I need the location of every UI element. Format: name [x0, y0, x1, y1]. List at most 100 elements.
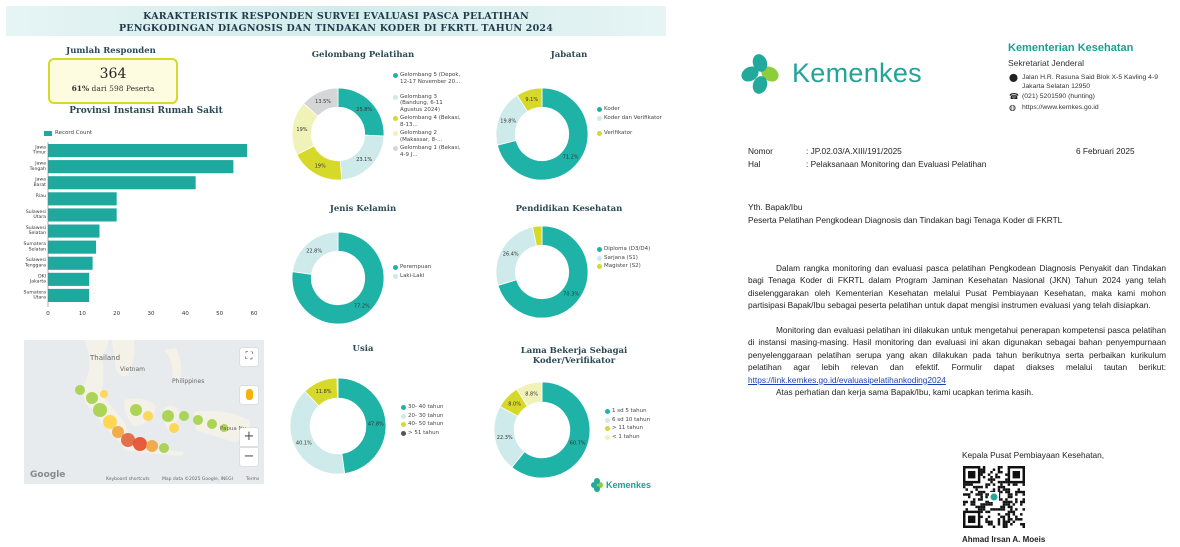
donut-slice-label: 47.8%: [368, 421, 384, 427]
legend-label: Gelombang 4 (Bekasi, 8-13...: [400, 115, 461, 128]
province-bar: [48, 176, 196, 190]
donut-slice-label: 9.1%: [525, 97, 538, 103]
map-label-papua: Papua Nu: [220, 426, 247, 432]
province-label: Sulawesi Utara: [26, 209, 46, 220]
legend-dot: [597, 255, 602, 261]
legend-dot: [597, 115, 602, 121]
province-bar: [48, 144, 248, 158]
evaluation-form-link[interactable]: https://link.kemkes.go.id/evaluasipelati…: [748, 374, 946, 385]
legend-dot: [393, 73, 398, 78]
letter-date: 6 Februari 2025: [1076, 146, 1135, 156]
legend-item: Koder: [597, 106, 666, 113]
gelombang-title: Gelombang Pelatihan: [311, 50, 415, 60]
map-canvas[interactable]: [24, 340, 264, 484]
legend-label: Koder dan Verifikator: [604, 114, 662, 121]
signer-title: Kepala Pusat Pembiayaan Kesehatan,: [962, 450, 1105, 460]
legend-label: Magister (S2): [604, 263, 641, 269]
respondents-of: dari 598 Peserta: [91, 84, 155, 93]
ministry-name: Kementerian Kesehatan: [1008, 42, 1134, 54]
fullscreen-icon[interactable]: ⛶: [240, 348, 258, 366]
zoom-in-button[interactable]: +: [240, 428, 258, 446]
legend-item: Perempuan: [393, 264, 462, 271]
donut-slice: [291, 231, 385, 325]
legend-item: Gelombang 4 (Bekasi, 8-13...: [393, 115, 462, 128]
donut-slice-label: 22.3%: [497, 435, 513, 441]
dashboard-title-line1: KARAKTERISTIK RESPONDEN SURVEI EVALUASI …: [143, 11, 529, 22]
legend-label: Koder: [604, 106, 620, 112]
respondents-card: 364 61% dari 598 Peserta: [48, 58, 178, 104]
legend-label: Sarjana (S1): [604, 254, 638, 261]
signer-name: Ahmad Irsan A. Moeis: [962, 535, 1046, 544]
zoom-out-button[interactable]: −: [240, 448, 258, 466]
donut-slice: [303, 87, 339, 117]
nomor-value: : JP.02.03/A.XIII/191/2025: [806, 146, 902, 156]
ministry-address: Jalan H.R. Rasuna Said Blok X-5 Kavling …: [1022, 73, 1158, 91]
map-footer-terms[interactable]: Terms: [246, 477, 260, 482]
province-bar-chart: Jawa Timur Jawa Tengah Jawa Barat Riau Sulawesi…: [24, 142, 258, 317]
legend-item: Gelombang 2 (Makassar, 8-...: [393, 130, 462, 143]
province-label: Jawa Barat: [34, 177, 47, 188]
province-legend: Record Count: [44, 130, 92, 136]
donut-slice-label: 19.8%: [500, 119, 516, 125]
legend-label: > 11 tahun: [612, 425, 644, 431]
jenis-kelamin-title: Jenis Kelamin: [329, 204, 397, 214]
legend-label: Gelombang 1 (Bekasi, 4-9 J...: [400, 145, 461, 158]
salutation: Yth. Bapak/Ibu: [748, 202, 803, 212]
respondents-subtext: 61% dari 598 Peserta: [50, 84, 176, 93]
map-footer-shortcuts[interactable]: Keyboard shortcuts: [106, 477, 150, 482]
nomor-label: Nomor: [748, 146, 773, 156]
jabatan-title: Jabatan: [550, 50, 588, 60]
legend-item: Gelombang 5 (Depok, 12-17 November 20...: [393, 72, 462, 85]
x-tick-label: 40: [182, 311, 189, 317]
donut-slice: [336, 377, 339, 399]
province-label: DKI Jakarta: [29, 273, 46, 284]
legend-label: < 1 tahun: [612, 433, 640, 440]
donut-slice: [289, 390, 346, 475]
legend-label: 1 sd 5 tahun: [612, 408, 647, 414]
legend-item: Diploma (D3/D4): [597, 246, 666, 253]
legend-item: > 11 tahun: [605, 425, 674, 432]
donut-slice-label: 77.2%: [354, 303, 370, 309]
donut-slice: [497, 225, 589, 319]
paragraph-1: Dalam rangka monitoring dan evaluasi pas…: [748, 263, 1166, 311]
map-widget[interactable]: Thailand Vietnam Philippines Papua Nu ⛶ …: [24, 340, 264, 484]
legend-dot: [605, 434, 610, 440]
donut-slice: [496, 87, 589, 181]
legend-label: Record Count: [55, 130, 93, 136]
province-bar: [48, 272, 90, 286]
respondents-count: 364: [99, 66, 127, 82]
hal-value: : Pelaksanaan Monitoring dan Evaluasi Pe…: [806, 159, 987, 169]
province-label: Riau: [36, 193, 46, 199]
paragraph-2: Monitoring dan evaluasi pelatihan ini di…: [748, 324, 1166, 386]
map-label-philippines: Philippines: [172, 378, 205, 385]
legend-item: < 1 tahun: [605, 433, 674, 441]
province-bar: [48, 192, 117, 206]
legend-label: 40- 50 tahun: [408, 421, 444, 427]
legend-dot: [597, 107, 602, 112]
ministry-phone: (021) 5201590 (hunting): [1022, 93, 1095, 100]
legend-label: Gelombang 2 (Makassar, 8-...: [400, 130, 443, 143]
province-label: Jawa Tengah: [29, 161, 47, 172]
x-tick-label: 10: [79, 311, 86, 317]
donut-slice-label: 19%: [296, 127, 307, 133]
ministry-web[interactable]: https://www.kemkes.go.id: [1022, 104, 1099, 111]
kemenkes-logo-icon: [591, 478, 603, 492]
donut-slice: [516, 87, 543, 113]
legend-item: 20- 30 tahun: [401, 412, 470, 420]
donut-slice-label: 8.8%: [525, 392, 538, 398]
legend-label: 6 sd 10 tahun: [612, 416, 651, 423]
pendidikan-title: Pendidikan Kesehatan: [515, 204, 623, 214]
legend-item: Sarjana (S1): [597, 254, 666, 262]
paragraph-2-text: Monitoring dan evaluasi pelatihan ini di…: [748, 325, 1166, 373]
legend-dot: [393, 131, 398, 136]
street-view-pegman-icon[interactable]: [240, 386, 258, 404]
donut-slice-label: 23.1%: [356, 157, 372, 163]
province-label: Sumatera Selatan: [24, 241, 47, 252]
phone-icon: ☎: [1009, 92, 1019, 101]
globe-icon: ◍: [1009, 103, 1016, 112]
legend-label: Gelombang 3 (Bandung, 6-11 Agustus 2024): [400, 93, 443, 113]
province-label: Sumatera Utara: [24, 289, 47, 300]
map-label-thailand: Thailand: [90, 354, 121, 362]
legend-item: Gelombang 3 (Bandung, 6-11 Agustus 2024): [393, 93, 462, 114]
legend-label: 20- 30 tahun: [408, 412, 444, 419]
